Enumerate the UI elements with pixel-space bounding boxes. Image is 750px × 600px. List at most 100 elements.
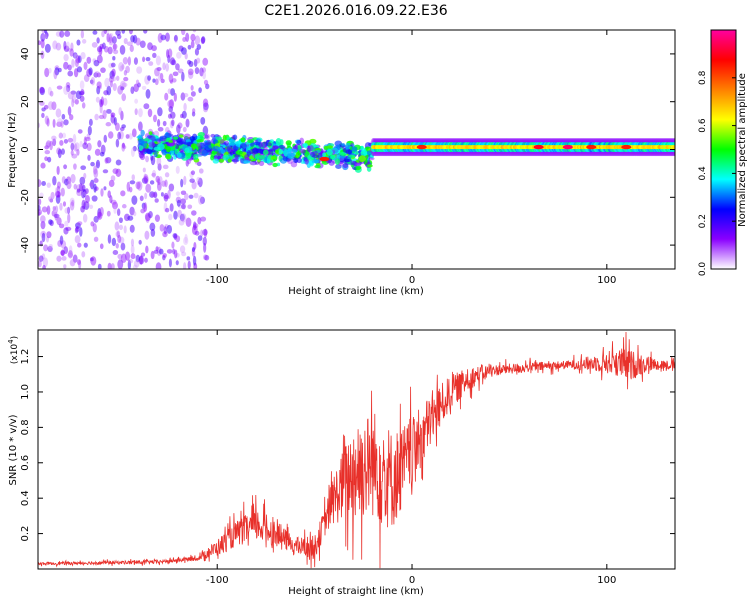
spectrogram-cell [60,187,65,197]
spectrogram-cell [173,92,177,102]
spectrogram-cell [74,227,79,234]
spectrogram-cell [204,141,212,146]
spectrogram-cell [62,132,67,139]
spectrogram-cell [121,142,126,149]
spectrogram-cell [110,175,116,182]
spectrogram-cell [127,56,131,66]
spectrogram-cell [160,78,165,84]
spectrogram-cell [167,189,171,200]
spectrogram-cell [80,51,86,60]
spectrogram-cell [247,139,254,144]
spectrogram-cell [182,37,187,42]
spectrogram-cell [181,47,187,55]
spectrogram-cell [118,217,123,224]
spectrogram-cell [145,155,149,163]
spectrogram-cell [89,257,94,262]
spectrogram-cell [58,67,62,73]
spectrogram-cell [297,145,302,150]
spectrogram-cell [38,122,41,129]
spectrogram-cell [246,149,251,157]
spectrogram-hotspot [562,144,573,150]
spectrogram-cell [163,202,168,213]
spectrogram-cell [63,246,69,255]
colorbar-label: Normalized spectral amplitude [737,73,748,227]
spectrogram-cell [123,37,128,45]
spectrogram-cell [115,159,122,166]
spectrogram-cell [306,145,311,153]
spectrogram-cell [76,259,81,265]
spectrogram-cell [77,129,83,134]
spectrogram-cell [190,91,196,97]
spectrogram-cell [132,145,137,152]
spectrogram-cell [103,30,108,34]
spectrogram-cell [143,175,147,183]
spectrogram-cell [102,169,109,174]
x-tick-label: -100 [206,575,229,586]
spectrogram-cell [331,147,339,154]
spectrogram-cell [168,73,174,83]
spectrogram-cell [38,198,42,206]
spectrogram-cell [212,145,220,152]
spectrogram-cell [112,43,117,52]
spectrogram-cell [187,260,191,269]
spectrogram-cell [150,228,156,237]
spectrogram-cell [118,224,124,230]
spectrogram-cell [97,211,103,220]
spectrogram-cell [88,118,93,127]
spectrogram-cell [164,179,168,188]
spectrogram-cell [96,37,100,44]
spectrogram-cell [336,154,341,159]
y-tick-label: 0.4 [20,490,31,506]
spectrogram-cell [157,178,161,186]
spectrogram-cell [52,40,58,50]
spectrogram-cell [149,222,156,231]
spectrogram-cell [143,202,148,212]
spectrogram-cell [339,155,346,159]
spectrogram-cell [93,59,100,67]
spectrogram-cell [197,177,203,188]
spectrogram-cell [190,143,198,150]
spectrogram-cell [151,45,157,52]
spectrogram-cell [191,111,196,117]
spectrogram-cell [232,134,238,140]
spectrogram-cell [78,183,83,192]
spectrogram-cell [108,33,113,44]
spectrogram-cell [53,213,60,219]
spectrogram-cell [291,148,298,153]
spectrogram-cell [204,254,210,261]
spectrogram-x-axis-label: Height of straight line (km) [288,286,424,297]
spectrogram-cell [180,198,187,205]
spectrogram-cell [38,255,44,262]
spectrogram-cell [107,35,113,42]
spectrogram-cell [81,199,86,210]
spectrogram-cell [74,53,78,60]
spectrogram-cell [52,175,57,186]
spectrogram-cell [70,42,74,51]
spectrogram-cell [79,140,83,148]
spectrogram-cell [240,137,246,143]
spectrogram-cell [286,158,294,165]
spectrogram-cell [38,179,42,187]
spectrogram-cell [181,71,185,82]
spectrogram-cell [78,259,82,269]
spectrogram-cell [40,33,46,42]
spectrogram-cell [187,204,193,210]
spectrogram-cell [160,192,164,197]
spectrogram-cell [41,33,48,40]
spectrogram-cell [189,178,195,183]
spectrogram-cell [138,139,143,146]
spectrogram-cell [169,147,176,151]
spectrogram-cell [106,108,112,114]
spectrogram-cell [141,148,146,156]
spectrogram-cell [107,46,113,55]
spectrogram-cell [135,181,141,190]
spectrogram-cell [166,249,173,254]
spectrogram-cell [67,252,73,258]
spectrogram-cell [126,181,131,192]
spectrogram-cell [72,52,78,59]
spectrogram-cell [120,86,125,91]
spectrogram-cell [115,138,120,148]
spectrogram-cell [120,242,126,251]
spectrogram-cell [129,44,134,53]
spectrogram-cell [199,67,204,77]
